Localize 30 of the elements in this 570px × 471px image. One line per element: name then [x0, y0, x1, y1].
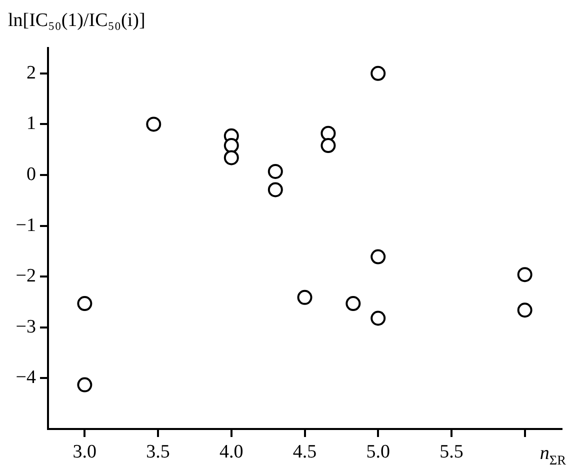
- y-tick-label: −1: [16, 214, 36, 236]
- x-tick-label: 4.5: [292, 441, 317, 462]
- point: [224, 150, 239, 166]
- point: [517, 302, 532, 318]
- point: [346, 296, 361, 312]
- y-tick-label: 2: [26, 62, 36, 84]
- y-tick-label: −3: [16, 316, 36, 338]
- y-axis-title: ln[IC₅₀(1)/IC₅₀(i)]: [8, 10, 146, 31]
- point: [370, 249, 386, 264]
- point: [224, 138, 239, 154]
- point: [146, 116, 162, 132]
- point: [77, 296, 92, 312]
- x-tick-label: 3.0: [72, 441, 97, 462]
- x-tick-label: 5.0: [366, 441, 390, 462]
- point: [370, 310, 386, 326]
- point: [370, 66, 386, 81]
- y-tick-label: −4: [16, 367, 36, 388]
- point: [320, 138, 336, 154]
- x-tick-label: 5.5: [440, 441, 464, 462]
- y-tick-label: 1: [26, 113, 36, 134]
- point: [517, 267, 532, 282]
- x-tick-label: 4.0: [220, 441, 244, 462]
- point: [77, 377, 92, 392]
- point: [268, 182, 283, 198]
- y-tick-label: 0: [26, 164, 36, 185]
- point: [297, 290, 312, 305]
- x-tick-label: 3.5: [146, 441, 170, 462]
- point: [268, 164, 283, 179]
- point: [320, 126, 336, 141]
- y-tick-label: −2: [16, 266, 36, 287]
